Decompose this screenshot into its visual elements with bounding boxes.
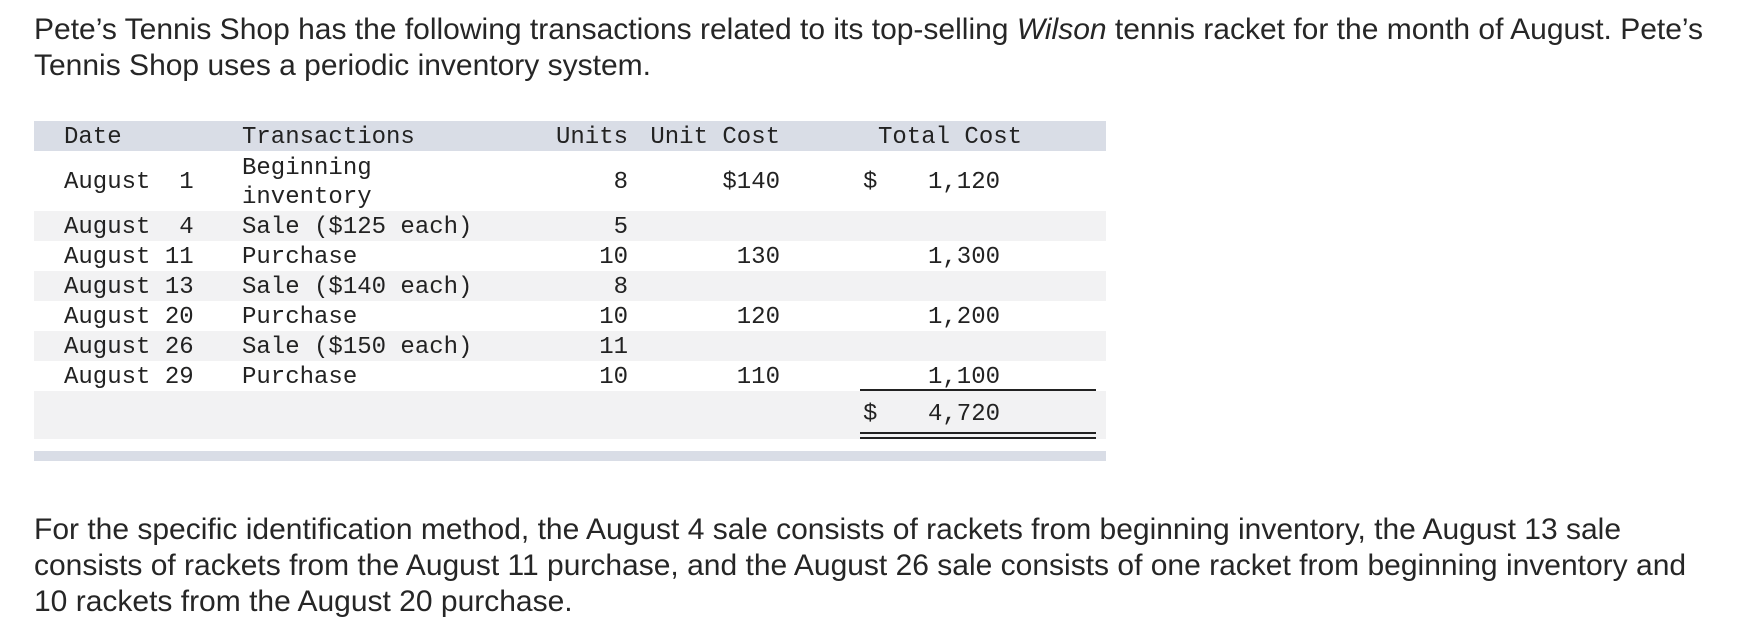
table-header-row: Date Transactions Units Unit Cost Total … [34,121,1106,151]
cell-date: August 29 [64,364,194,391]
cell-unit-cost: 130 [736,244,780,271]
table-row: August 26 Sale ($150 each) 11 [34,331,1106,361]
cell-date: August 11 [64,244,194,271]
table-row: August 13 Sale ($140 each) 8 [34,271,1106,301]
table-row: August 4 Sale ($125 each) 5 [34,211,1106,241]
cell-transaction: Sale ($140 each) [242,274,473,301]
intro-brand-italic: Wilson [1016,13,1107,46]
intro-text-part2: tennis racket for the month of August. P… [34,13,1704,82]
cell-transaction: Purchase [242,364,358,391]
cell-dollar-sign: $ [863,169,878,196]
cell-date: August 26 [64,334,194,361]
table-footer-bar [34,451,1106,461]
total-double-underline [860,432,1096,439]
cell-total-cost: 1,120 [927,169,1000,196]
cell-date: August 13 [64,274,194,301]
header-date: Date [64,124,122,151]
cell-transaction: Purchase [242,244,358,271]
cell-transaction: Purchase [242,304,358,331]
cell-units: 11 [599,334,628,361]
transactions-table: Date Transactions Units Unit Cost Total … [34,121,1106,461]
outro-paragraph: For the specific identification method, … [34,513,1687,618]
table-row: August 29 Purchase 10 110 1,100 [34,361,1106,391]
table-row: August 11 Purchase 10 130 1,300 [34,241,1106,271]
cell-date: August 20 [64,304,194,331]
intro-text-part1: Pete’s Tennis Shop has the following tra… [34,13,1017,46]
cell-unit-cost: $140 [722,169,780,196]
cell-units: 10 [599,244,628,271]
cell-unit-cost: 120 [736,304,780,331]
cell-transaction: Beginning inventory [242,155,372,211]
cell-units: 8 [613,169,628,196]
cell-units: 8 [613,274,628,301]
cell-units: 10 [599,304,628,331]
header-total-cost: Total Cost [878,124,1023,151]
header-units: Units [555,124,628,151]
cell-total-cost: 1,200 [927,304,1000,331]
table-row: August 1 Beginning inventory 8 $140 $ 1,… [34,151,1106,211]
cell-date: August 1 [64,169,194,196]
total-cost-value: 4,720 [927,401,1000,428]
intro-paragraph: Pete’s Tennis Shop has the following tra… [34,12,1724,84]
cell-units: 5 [613,214,628,241]
cell-units: 10 [599,364,628,391]
cell-transaction: Sale ($150 each) [242,334,473,361]
cell-total-cost: 1,300 [927,244,1000,271]
cell-date: August 4 [64,214,194,241]
total-dollar-sign: $ [863,401,878,428]
cell-unit-cost: 110 [736,364,780,391]
header-unit-cost: Unit Cost [650,124,780,151]
table-spacer [34,439,1106,451]
table-total-row: $ 4,720 [34,391,1106,439]
table-row: August 20 Purchase 10 120 1,200 [34,301,1106,331]
header-transactions: Transactions [242,124,415,151]
subtotal-underline [860,389,1096,391]
cell-total-cost: 1,100 [927,364,1000,391]
cell-transaction: Sale ($125 each) [242,214,473,241]
